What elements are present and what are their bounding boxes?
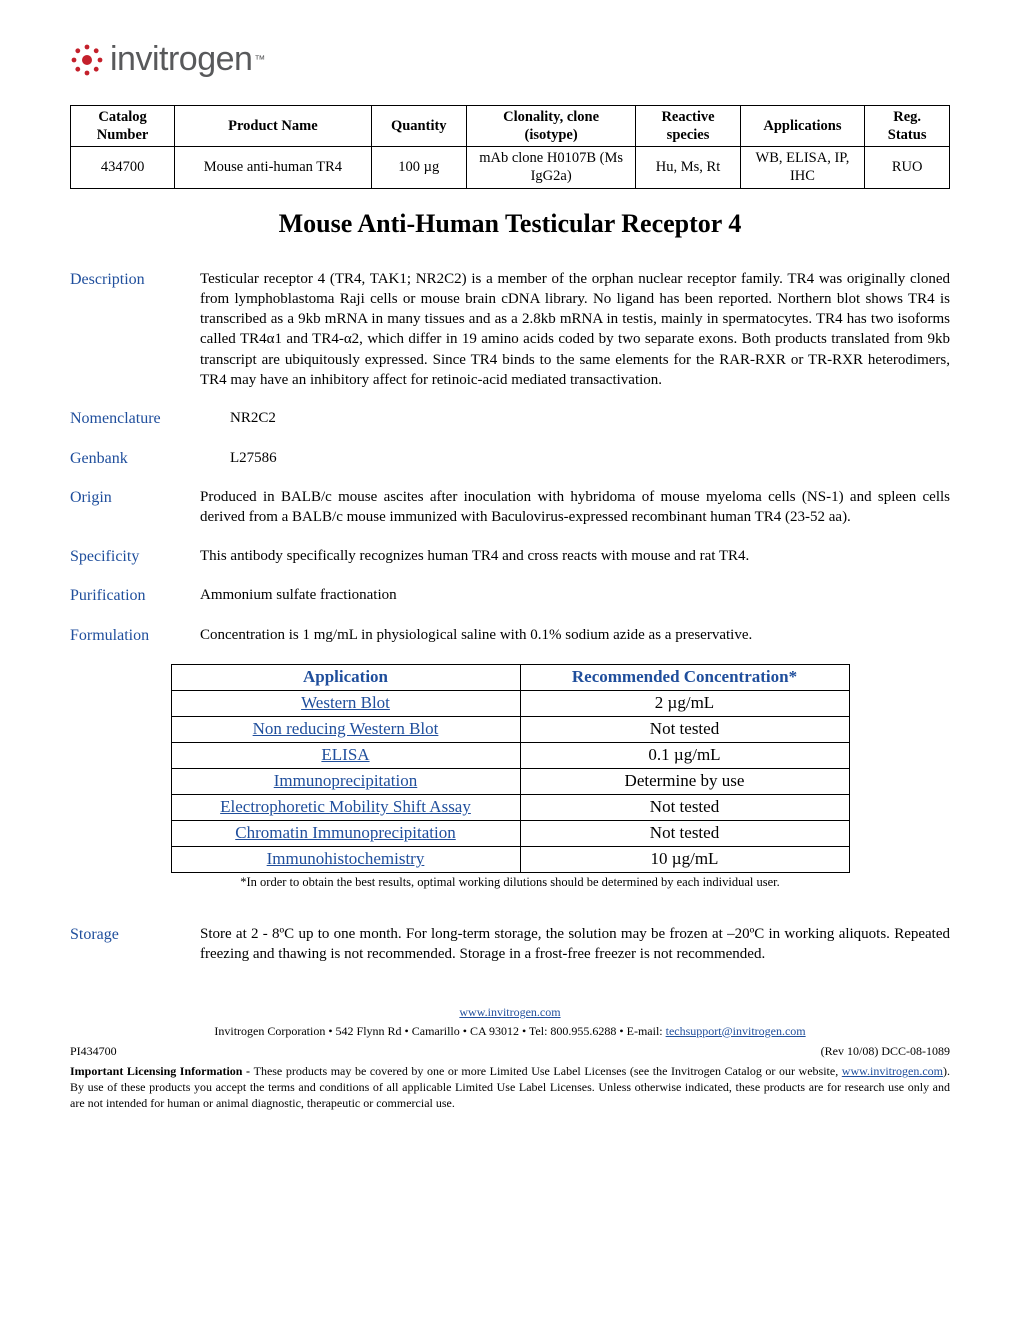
page-title: Mouse Anti-Human Testicular Receptor 4 — [70, 209, 950, 239]
cell-apps: WB, ELISA, IP, IHC — [740, 147, 865, 188]
label-specificity: Specificity — [70, 546, 200, 568]
table-row: Non reducing Western BlotNot tested — [171, 717, 849, 743]
cell-app: Chromatin Immunoprecipitation — [171, 821, 520, 847]
table-row: 434700 Mouse anti-human TR4 100 µg mAb c… — [71, 147, 950, 188]
cell-name: Mouse anti-human TR4 — [175, 147, 372, 188]
table-row: ImmunoprecipitationDetermine by use — [171, 769, 849, 795]
field-formulation: Formulation Concentration is 1 mg/mL in … — [70, 625, 950, 647]
site-link[interactable]: www.invitrogen.com — [459, 1005, 560, 1019]
addr-text: Invitrogen Corporation • 542 Flynn Rd • … — [214, 1024, 665, 1038]
label-nomenclature: Nomenclature — [70, 408, 200, 430]
value-nomenclature: NR2C2 — [200, 408, 950, 430]
col-application: Application — [171, 665, 520, 691]
cell-app: ELISA — [171, 743, 520, 769]
page: invitrogen ™ Catalog Number Product Name… — [0, 0, 1020, 1142]
logo-trademark: ™ — [254, 54, 265, 66]
license-text-1: These products may be covered by one or … — [254, 1064, 842, 1078]
col-catalog: Catalog Number — [71, 106, 175, 147]
application-table: Application Recommended Concentration* W… — [171, 664, 850, 873]
cell-app: Western Blot — [171, 691, 520, 717]
cell-reg: RUO — [865, 147, 950, 188]
col-species: Reactive species — [636, 106, 740, 147]
cell-clone: mAb clone H0107B (Ms IgG2a) — [466, 147, 636, 188]
logo: invitrogen ™ — [70, 40, 950, 79]
field-nomenclature: Nomenclature NR2C2 — [70, 408, 950, 430]
col-clone: Clonality, clone (isotype) — [466, 106, 636, 147]
cell-species: Hu, Ms, Rt — [636, 147, 740, 188]
cell-conc: 0.1 µg/mL — [520, 743, 849, 769]
col-concentration: Recommended Concentration* — [520, 665, 849, 691]
field-storage: Storage Store at 2 - 8ºC up to one month… — [70, 924, 950, 965]
field-origin: Origin Produced in BALB/c mouse ascites … — [70, 487, 950, 528]
cell-conc: Not tested — [520, 821, 849, 847]
application-note: *In order to obtain the best results, op… — [70, 875, 950, 890]
value-description: Testicular receptor 4 (TR4, TAK1; NR2C2)… — [200, 269, 950, 391]
cell-app: Immunoprecipitation — [171, 769, 520, 795]
license-bold: Important Licensing Information - — [70, 1064, 254, 1078]
product-table: Catalog Number Product Name Quantity Clo… — [70, 105, 950, 189]
table-row: ELISA0.1 µg/mL — [171, 743, 849, 769]
footer-license: Important Licensing Information - These … — [70, 1063, 950, 1112]
cell-app: Electrophoretic Mobility Shift Assay — [171, 795, 520, 821]
cell-conc: 10 µg/mL — [520, 847, 849, 873]
field-description: Description Testicular receptor 4 (TR4, … — [70, 269, 950, 391]
cell-conc: Determine by use — [520, 769, 849, 795]
field-purification: Purification Ammonium sulfate fractionat… — [70, 585, 950, 607]
cell-conc: 2 µg/mL — [520, 691, 849, 717]
value-storage: Store at 2 - 8ºC up to one month. For lo… — [200, 924, 950, 965]
cell-catalog: 434700 — [71, 147, 175, 188]
license-link[interactable]: www.invitrogen.com — [842, 1064, 943, 1078]
field-genbank: Genbank L27586 — [70, 448, 950, 470]
logo-text: invitrogen — [110, 40, 252, 79]
value-specificity: This antibody specifically recognizes hu… — [200, 546, 950, 568]
table-row: Electrophoretic Mobility Shift AssayNot … — [171, 795, 849, 821]
value-purification: Ammonium sulfate fractionation — [200, 585, 950, 607]
footer: www.invitrogen.com Invitrogen Corporatio… — [70, 1004, 950, 1111]
table-header-row: Application Recommended Concentration* — [171, 665, 849, 691]
cell-app: Immunohistochemistry — [171, 847, 520, 873]
label-storage: Storage — [70, 924, 200, 965]
col-apps: Applications — [740, 106, 865, 147]
table-row: Western Blot2 µg/mL — [171, 691, 849, 717]
cell-conc: Not tested — [520, 717, 849, 743]
logo-icon — [70, 43, 104, 77]
label-genbank: Genbank — [70, 448, 200, 470]
footer-left: PI434700 — [70, 1043, 117, 1059]
footer-site: www.invitrogen.com — [70, 1004, 950, 1020]
cell-conc: Not tested — [520, 795, 849, 821]
table-row: Chromatin ImmunoprecipitationNot tested — [171, 821, 849, 847]
field-specificity: Specificity This antibody specifically r… — [70, 546, 950, 568]
value-origin: Produced in BALB/c mouse ascites after i… — [200, 487, 950, 528]
label-formulation: Formulation — [70, 625, 200, 647]
cell-qty: 100 µg — [371, 147, 466, 188]
label-purification: Purification — [70, 585, 200, 607]
table-header-row: Catalog Number Product Name Quantity Clo… — [71, 106, 950, 147]
value-genbank: L27586 — [200, 448, 950, 470]
col-name: Product Name — [175, 106, 372, 147]
col-reg: Reg. Status — [865, 106, 950, 147]
value-formulation: Concentration is 1 mg/mL in physiologica… — [200, 625, 950, 647]
footer-row: PI434700 (Rev 10/08) DCC-08-1089 — [70, 1043, 950, 1059]
label-origin: Origin — [70, 487, 200, 528]
footer-right: (Rev 10/08) DCC-08-1089 — [821, 1043, 950, 1059]
footer-address: Invitrogen Corporation • 542 Flynn Rd • … — [70, 1023, 950, 1039]
col-qty: Quantity — [371, 106, 466, 147]
cell-app: Non reducing Western Blot — [171, 717, 520, 743]
label-description: Description — [70, 269, 200, 391]
email-link[interactable]: techsupport@invitrogen.com — [666, 1024, 806, 1038]
table-row: Immunohistochemistry10 µg/mL — [171, 847, 849, 873]
